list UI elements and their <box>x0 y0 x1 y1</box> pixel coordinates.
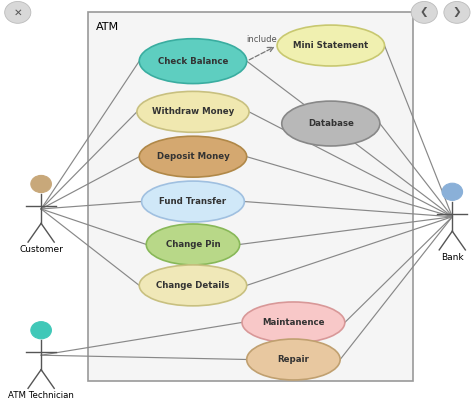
Circle shape <box>5 2 31 23</box>
Ellipse shape <box>139 136 246 177</box>
Text: Bank: Bank <box>441 253 464 262</box>
Text: Database: Database <box>308 119 354 128</box>
Text: ❯: ❯ <box>453 7 461 17</box>
Text: Repair: Repair <box>277 355 310 364</box>
Text: ATM Technician: ATM Technician <box>8 391 74 401</box>
Ellipse shape <box>139 39 246 83</box>
Text: Fund Transfer: Fund Transfer <box>159 197 227 206</box>
Ellipse shape <box>246 339 340 380</box>
Ellipse shape <box>282 101 380 146</box>
Ellipse shape <box>146 224 240 265</box>
Ellipse shape <box>242 302 345 343</box>
Circle shape <box>442 183 463 200</box>
Text: Check Balance: Check Balance <box>158 57 228 66</box>
Ellipse shape <box>277 25 384 66</box>
Text: Withdraw Money: Withdraw Money <box>152 107 234 116</box>
Text: Mini Statement: Mini Statement <box>293 41 368 50</box>
Ellipse shape <box>139 265 246 306</box>
Ellipse shape <box>137 91 249 132</box>
Text: Change Details: Change Details <box>156 281 230 290</box>
Text: Customer: Customer <box>19 245 63 254</box>
Ellipse shape <box>142 181 245 222</box>
Text: Maintanence: Maintanence <box>262 318 325 327</box>
Circle shape <box>31 322 51 339</box>
Circle shape <box>444 2 470 23</box>
Text: include: include <box>246 34 277 44</box>
Circle shape <box>31 175 51 192</box>
Text: ✕: ✕ <box>13 7 22 17</box>
Text: ATM: ATM <box>96 22 119 32</box>
FancyBboxPatch shape <box>88 12 412 381</box>
Text: ❮: ❮ <box>420 7 428 17</box>
Text: Deposit Money: Deposit Money <box>156 152 229 161</box>
Circle shape <box>411 2 438 23</box>
Text: Change Pin: Change Pin <box>165 240 220 249</box>
